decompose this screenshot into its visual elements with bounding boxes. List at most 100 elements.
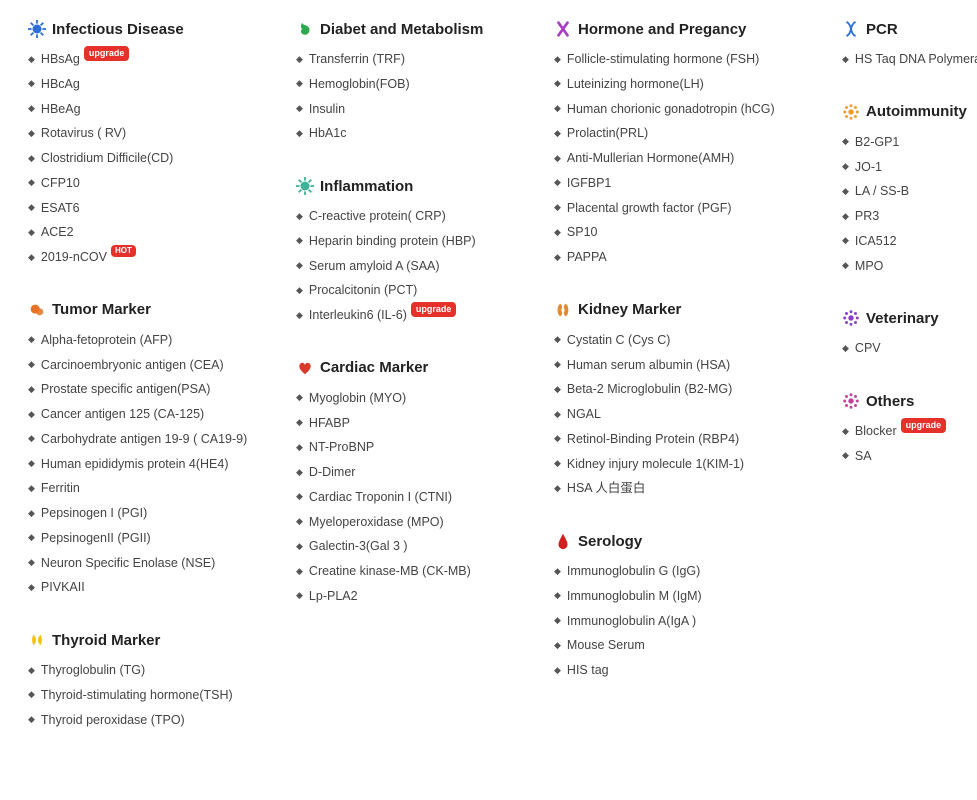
product-link[interactable]: Immunoglobulin M (IgM): [567, 587, 702, 606]
list-item: ◆Kidney injury molecule 1(KIM-1): [554, 455, 814, 474]
product-link[interactable]: HbA1c: [309, 124, 347, 143]
product-link[interactable]: NT-ProBNP: [309, 438, 374, 457]
product-link[interactable]: 2019-nCOV: [41, 248, 107, 267]
product-link[interactable]: C-reactive protein( CRP): [309, 207, 446, 226]
section-header[interactable]: PCR: [842, 20, 977, 38]
product-link[interactable]: Carbohydrate antigen 19-9 ( CA19-9): [41, 430, 247, 449]
section-header[interactable]: Infectious Disease: [28, 20, 268, 38]
product-link[interactable]: SP10: [567, 223, 598, 242]
product-link[interactable]: PAPPA: [567, 248, 607, 267]
product-link[interactable]: Neuron Specific Enolase (NSE): [41, 554, 215, 573]
product-link[interactable]: HBsAg: [41, 50, 80, 69]
product-link[interactable]: Serum amyloid A (SAA): [309, 257, 440, 276]
product-link[interactable]: Alpha-fetoprotein (AFP): [41, 331, 172, 350]
product-link[interactable]: HFABP: [309, 414, 350, 433]
product-link[interactable]: Insulin: [309, 100, 345, 119]
product-link[interactable]: ICA512: [855, 232, 897, 251]
section-header[interactable]: Hormone and Pregancy: [554, 20, 814, 38]
product-link[interactable]: D-Dimer: [309, 463, 356, 482]
product-link[interactable]: PepsinogenII (PGII): [41, 529, 151, 548]
product-link[interactable]: Mouse Serum: [567, 636, 645, 655]
product-link[interactable]: Interleukin6 (IL-6): [309, 306, 407, 325]
product-link[interactable]: Ferritin: [41, 479, 80, 498]
product-link[interactable]: Prolactin(PRL): [567, 124, 648, 143]
product-link[interactable]: Myeloperoxidase (MPO): [309, 513, 444, 532]
product-link[interactable]: HS Taq DNA Polymerase: [855, 50, 977, 69]
product-link[interactable]: Prostate specific antigen(PSA): [41, 380, 211, 399]
list-item: ◆PAPPA: [554, 248, 814, 267]
list-item: ◆HFABP: [296, 414, 526, 433]
bullet-icon: ◆: [296, 391, 303, 405]
product-link[interactable]: MPO: [855, 257, 883, 276]
section-header[interactable]: Diabet and Metabolism: [296, 20, 526, 38]
product-link[interactable]: HSA 人白蛋白: [567, 479, 646, 498]
product-link[interactable]: ACE2: [41, 223, 74, 242]
product-link[interactable]: CFP10: [41, 174, 80, 193]
product-link[interactable]: Lp-PLA2: [309, 587, 358, 606]
product-link[interactable]: Pepsinogen I (PGI): [41, 504, 147, 523]
list-item: ◆Cardiac Troponin I (CTNI): [296, 488, 526, 507]
product-link[interactable]: Thyroid-stimulating hormone(TSH): [41, 686, 233, 705]
product-link[interactable]: CPV: [855, 339, 881, 358]
product-link[interactable]: Rotavirus ( RV): [41, 124, 126, 143]
bullet-icon: ◆: [296, 515, 303, 529]
product-link[interactable]: Human serum albumin (HSA): [567, 356, 730, 375]
section-header[interactable]: Cardiac Marker: [296, 359, 526, 377]
product-link[interactable]: ESAT6: [41, 199, 80, 218]
section-header[interactable]: Inflammation: [296, 177, 526, 195]
bullet-icon: ◆: [296, 466, 303, 480]
product-link[interactable]: PR3: [855, 207, 879, 226]
product-link[interactable]: Cystatin C (Cys C): [567, 331, 670, 350]
product-link[interactable]: Anti-Mullerian Hormone(AMH): [567, 149, 734, 168]
bullet-icon: ◆: [28, 713, 35, 727]
product-link[interactable]: Transferrin (TRF): [309, 50, 405, 69]
product-link[interactable]: Heparin binding protein (HBP): [309, 232, 476, 251]
product-link[interactable]: Retinol-Binding Protein (RBP4): [567, 430, 739, 449]
bullet-icon: ◆: [554, 358, 561, 372]
section-header[interactable]: Veterinary: [842, 309, 977, 327]
product-link[interactable]: Cancer antigen 125 (CA-125): [41, 405, 204, 424]
product-link[interactable]: Placental growth factor (PGF): [567, 199, 732, 218]
bullet-icon: ◆: [554, 127, 561, 141]
product-link[interactable]: Cardiac Troponin I (CTNI): [309, 488, 452, 507]
product-link[interactable]: Luteinizing hormone(LH): [567, 75, 704, 94]
product-link[interactable]: Kidney injury molecule 1(KIM-1): [567, 455, 744, 474]
product-link[interactable]: NGAL: [567, 405, 601, 424]
product-link[interactable]: Human chorionic gonadotropin (hCG): [567, 100, 775, 119]
product-link[interactable]: JO-1: [855, 158, 882, 177]
product-link[interactable]: Thyroid peroxidase (TPO): [41, 711, 185, 730]
section-header[interactable]: Others: [842, 392, 977, 410]
product-link[interactable]: HBeAg: [41, 100, 81, 119]
product-link[interactable]: HIS tag: [567, 661, 609, 680]
product-link[interactable]: Immunoglobulin G (IgG): [567, 562, 700, 581]
product-link[interactable]: Blocker: [855, 422, 897, 441]
product-link[interactable]: Thyroglobulin (TG): [41, 661, 145, 680]
section-header[interactable]: Thyroid Marker: [28, 631, 268, 649]
product-link[interactable]: Beta-2 Microglobulin (B2-MG): [567, 380, 732, 399]
product-link[interactable]: HBcAg: [41, 75, 80, 94]
product-link[interactable]: Clostridium Difficile(CD): [41, 149, 173, 168]
bullet-icon: ◆: [28, 531, 35, 545]
section-title: Serology: [578, 533, 642, 550]
product-link[interactable]: Galectin-3(Gal 3 ): [309, 537, 408, 556]
product-link[interactable]: Myoglobin (MYO): [309, 389, 406, 408]
product-link[interactable]: Procalcitonin (PCT): [309, 281, 417, 300]
product-link[interactable]: Immunoglobulin A(IgA ): [567, 612, 696, 631]
product-link[interactable]: PIVKAII: [41, 578, 85, 597]
product-link[interactable]: Human epididymis protein 4(HE4): [41, 455, 229, 474]
kidneys-orange-icon: [554, 301, 572, 319]
section-header[interactable]: Tumor Marker: [28, 301, 268, 319]
product-link[interactable]: Creatine kinase-MB (CK-MB): [309, 562, 471, 581]
section-header[interactable]: Autoimmunity: [842, 103, 977, 121]
product-link[interactable]: B2-GP1: [855, 133, 899, 152]
section-header[interactable]: Serology: [554, 532, 814, 550]
product-link[interactable]: Follicle-stimulating hormone (FSH): [567, 50, 759, 69]
product-link[interactable]: Hemoglobin(FOB): [309, 75, 410, 94]
product-link[interactable]: Carcinoembryonic antigen (CEA): [41, 356, 224, 375]
product-link[interactable]: IGFBP1: [567, 174, 611, 193]
section-thyroid: Thyroid Marker◆Thyroglobulin (TG)◆Thyroi…: [28, 631, 268, 735]
product-link[interactable]: SA: [855, 447, 872, 466]
list-item: ◆HbA1c: [296, 124, 526, 143]
product-link[interactable]: LA / SS-B: [855, 182, 909, 201]
section-header[interactable]: Kidney Marker: [554, 301, 814, 319]
